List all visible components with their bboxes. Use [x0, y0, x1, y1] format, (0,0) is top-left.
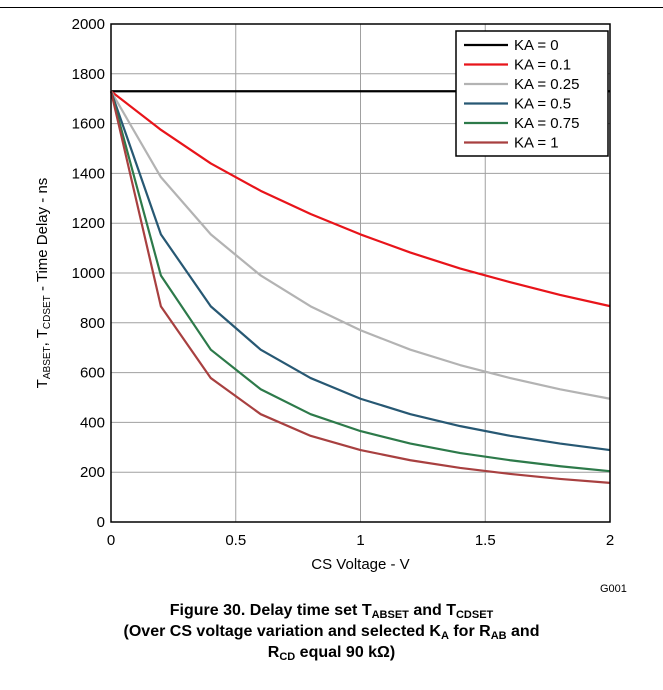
legend-label: KA = 0.1 — [514, 57, 571, 74]
legend-label: KA = 0 — [514, 37, 559, 54]
x-tick-label: 1 — [356, 532, 364, 549]
y-label-s2: CDSET — [42, 295, 53, 329]
caption-line-3: RCD equal 90 kΩ) — [267, 644, 396, 663]
y-tick-label: 600 — [80, 365, 105, 382]
y-label-t3: - Time Delay - ns — [34, 178, 51, 296]
legend-label: KA = 0.25 — [514, 76, 579, 93]
series-line-5 — [109, 90, 611, 485]
caption-line-2: (Over CS voltage variation and selected … — [123, 623, 540, 642]
y-tick-label: 1000 — [72, 265, 105, 282]
series-line-1 — [110, 90, 611, 308]
y-axis-label: TABSET, TCDSET - Time Delay - ns — [34, 178, 53, 389]
legend-box — [455, 30, 609, 157]
y-tick-label: 200 — [80, 464, 105, 481]
figure-caption: Figure 30. Delay time set TABSET and TCD… — [0, 600, 663, 663]
x-tick-label: 2 — [606, 532, 614, 549]
series-line-2 — [110, 90, 611, 400]
y-label-t2: , T — [34, 329, 51, 346]
series-line-3 — [109, 90, 611, 452]
y-tick-label: 1600 — [72, 116, 105, 133]
x-tick-label: 0.5 — [225, 532, 246, 549]
legend-label: KA = 1 — [514, 135, 559, 152]
legend-label: KA = 0.5 — [514, 96, 571, 113]
x-tick-label: 1.5 — [475, 532, 496, 549]
legend-label: KA = 0.75 — [514, 115, 579, 132]
y-label-s1: ABSET — [42, 346, 53, 379]
x-tick-label: 0 — [107, 532, 115, 549]
y-tick-label: 400 — [80, 414, 105, 431]
y-tick-label: 1800 — [72, 66, 105, 83]
tick-labels: 0 0.5 1 1.5 2 0 200 400 600 800 1000 1200 1400 1600 18… — [72, 16, 615, 549]
y-tick-label: 800 — [80, 315, 105, 332]
legend: KA = 0 KA = 0.1 KA = 0.25 KA = 0.5 KA = 0.75… — [455, 30, 609, 157]
chart: 0 0.5 1 1.5 2 0 200 400 600 800 1000 1200 1400 1600 18… — [34, 16, 615, 573]
y-tick-label: 1400 — [72, 165, 105, 182]
caption-line-1: Figure 30. Delay time set TABSET and TCD… — [169, 602, 494, 621]
x-axis-label: CS Voltage - V — [311, 556, 409, 573]
series-line-4 — [109, 90, 611, 473]
series-lines — [109, 90, 611, 485]
y-tick-label: 2000 — [72, 16, 105, 33]
figure-id: G001 — [600, 583, 627, 595]
y-label-t1: T — [34, 379, 51, 388]
y-tick-label: 0 — [97, 514, 105, 531]
plot-frame — [110, 23, 611, 523]
y-tick-label: 1200 — [72, 215, 105, 232]
top-rule — [0, 7, 663, 8]
